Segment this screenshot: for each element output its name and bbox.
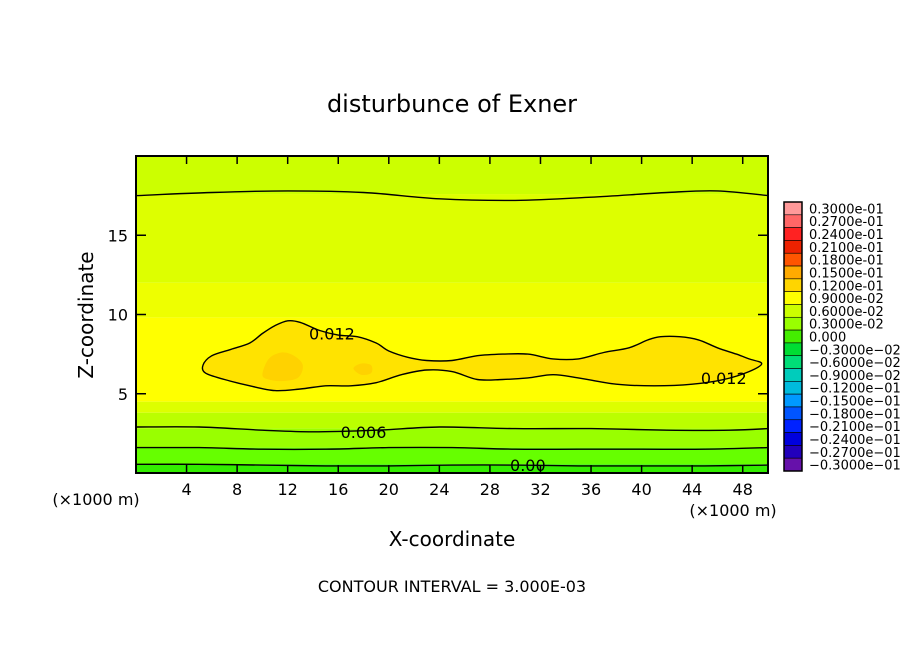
legend-swatch-9	[783, 316, 803, 331]
y-axis-label: Z-coordinate	[74, 251, 98, 378]
legend-label-19: −0.2700e−01	[809, 446, 901, 461]
legend-swatch-2	[783, 227, 803, 241]
legend-swatch-13	[783, 368, 803, 382]
contour-label-1: 0.012	[701, 369, 747, 388]
x-tick-label-28: 28	[480, 480, 500, 499]
color-band-4	[136, 401, 768, 413]
contour-line-0p006	[135, 426, 769, 433]
legend-label-1: 0.2700e-01	[809, 215, 884, 230]
filled-region-1	[262, 352, 303, 382]
legend-swatch-12	[783, 355, 803, 369]
color-band-6	[136, 428, 768, 448]
x-tick-label-20: 20	[379, 480, 399, 499]
legend-label-18: −0.2400e−01	[809, 433, 901, 448]
x-tick-label-12: 12	[278, 480, 298, 499]
color-bands	[136, 156, 768, 473]
legend-swatch-11	[783, 342, 803, 357]
legend-swatch-1	[783, 214, 803, 228]
contour-line-0p012	[201, 319, 763, 392]
x-tick-label-36: 36	[581, 480, 601, 499]
y-unit-label: (×1000 m)	[52, 490, 139, 509]
contour-line-0p009	[135, 190, 769, 202]
color-band-8	[136, 464, 768, 473]
y-axis-ticks: 5 10 15	[108, 226, 768, 404]
plot-area: 0.012 0.012 0.006 0.00	[135, 155, 769, 476]
legend-label-14: −0.1200e−01	[809, 382, 901, 397]
contour-label-2: 0.006	[341, 423, 387, 442]
legend-label-20: −0.3000e−01	[809, 459, 901, 474]
legend-swatch-6	[783, 278, 803, 292]
x-unit-label: (×1000 m)	[689, 501, 776, 520]
legend-label-5: 0.1500e-01	[809, 266, 884, 281]
color-band-2	[136, 282, 768, 318]
legend-swatch-15	[783, 393, 803, 408]
legend-label-11: −0.3000e−02	[809, 343, 901, 358]
legend-label-8: 0.6000e-02	[809, 305, 884, 320]
legend-swatch-16	[783, 406, 803, 421]
legend-swatch-10	[783, 329, 803, 344]
legend-label-12: −0.6000e−02	[809, 356, 901, 371]
legend-swatch-14	[783, 381, 803, 395]
legend-swatch-17	[783, 419, 803, 433]
legend-swatch-19	[783, 445, 803, 459]
contour-line-0	[135, 463, 769, 467]
chart-title: disturbunce of Exner	[327, 90, 577, 118]
x-tick-label-4: 4	[181, 480, 191, 499]
x-axis-ticks: 4 8 12 16 20 24 28 32 36 40 44 48	[181, 156, 753, 499]
x-tick-label-40: 40	[631, 480, 651, 499]
x-tick-label-24: 24	[429, 480, 449, 499]
y-tick-label-5: 5	[118, 385, 128, 404]
color-band-0	[136, 156, 768, 195]
contour-interval-label: CONTOUR INTERVAL = 3.000E-03	[318, 577, 586, 596]
x-axis-label: X-coordinate	[389, 527, 516, 551]
legend-frame	[783, 201, 803, 472]
legend-swatch-0	[783, 201, 803, 216]
legend-swatch-5	[783, 265, 803, 280]
legend-label-9: 0.3000e-02	[809, 318, 884, 333]
color-legend: 0.3000e-010.2700e-010.2400e-010.2100e-01…	[783, 201, 901, 474]
legend-label-0: 0.3000e-01	[809, 202, 884, 217]
legend-label-16: −0.1800e−01	[809, 407, 901, 422]
x-tick-label-44: 44	[682, 480, 702, 499]
legend-label-7: 0.9000e-02	[809, 292, 884, 307]
legend-label-17: −0.2100e−01	[809, 420, 901, 435]
legend-swatch-20	[783, 457, 803, 472]
contour-labels: 0.012 0.012 0.006 0.00	[309, 325, 747, 476]
legend-label-6: 0.1200e-01	[809, 279, 884, 294]
legend-swatch-7	[783, 291, 803, 305]
contour-label-0: 0.012	[309, 325, 355, 344]
x-tick-label-16: 16	[328, 480, 348, 499]
x-tick-label-32: 32	[530, 480, 550, 499]
contour-line-0p003	[135, 446, 769, 451]
contour-lines	[135, 190, 769, 467]
legend-label-13: −0.9000e−02	[809, 369, 901, 384]
legend-label-3: 0.2100e-01	[809, 241, 884, 256]
legend-swatch-3	[783, 240, 803, 254]
x-tick-label-48: 48	[733, 480, 753, 499]
y-tick-label-15: 15	[108, 226, 128, 245]
color-band-7	[136, 447, 768, 465]
color-band-5	[136, 412, 768, 429]
legend-label-4: 0.1800e-01	[809, 254, 884, 269]
legend-swatch-8	[783, 304, 803, 318]
legend-swatch-4	[783, 252, 803, 267]
contour-label-3: 0.00	[510, 456, 546, 475]
legend-swatch-18	[783, 432, 803, 446]
legend-label-10: 0.000	[809, 331, 846, 346]
x-tick-label-8: 8	[232, 480, 242, 499]
legend-label-15: −0.1500e−01	[809, 395, 901, 410]
y-tick-label-10: 10	[108, 306, 128, 325]
filled-region-2	[353, 363, 373, 376]
color-band-1	[136, 194, 768, 283]
legend-label-2: 0.2400e-01	[809, 228, 884, 243]
